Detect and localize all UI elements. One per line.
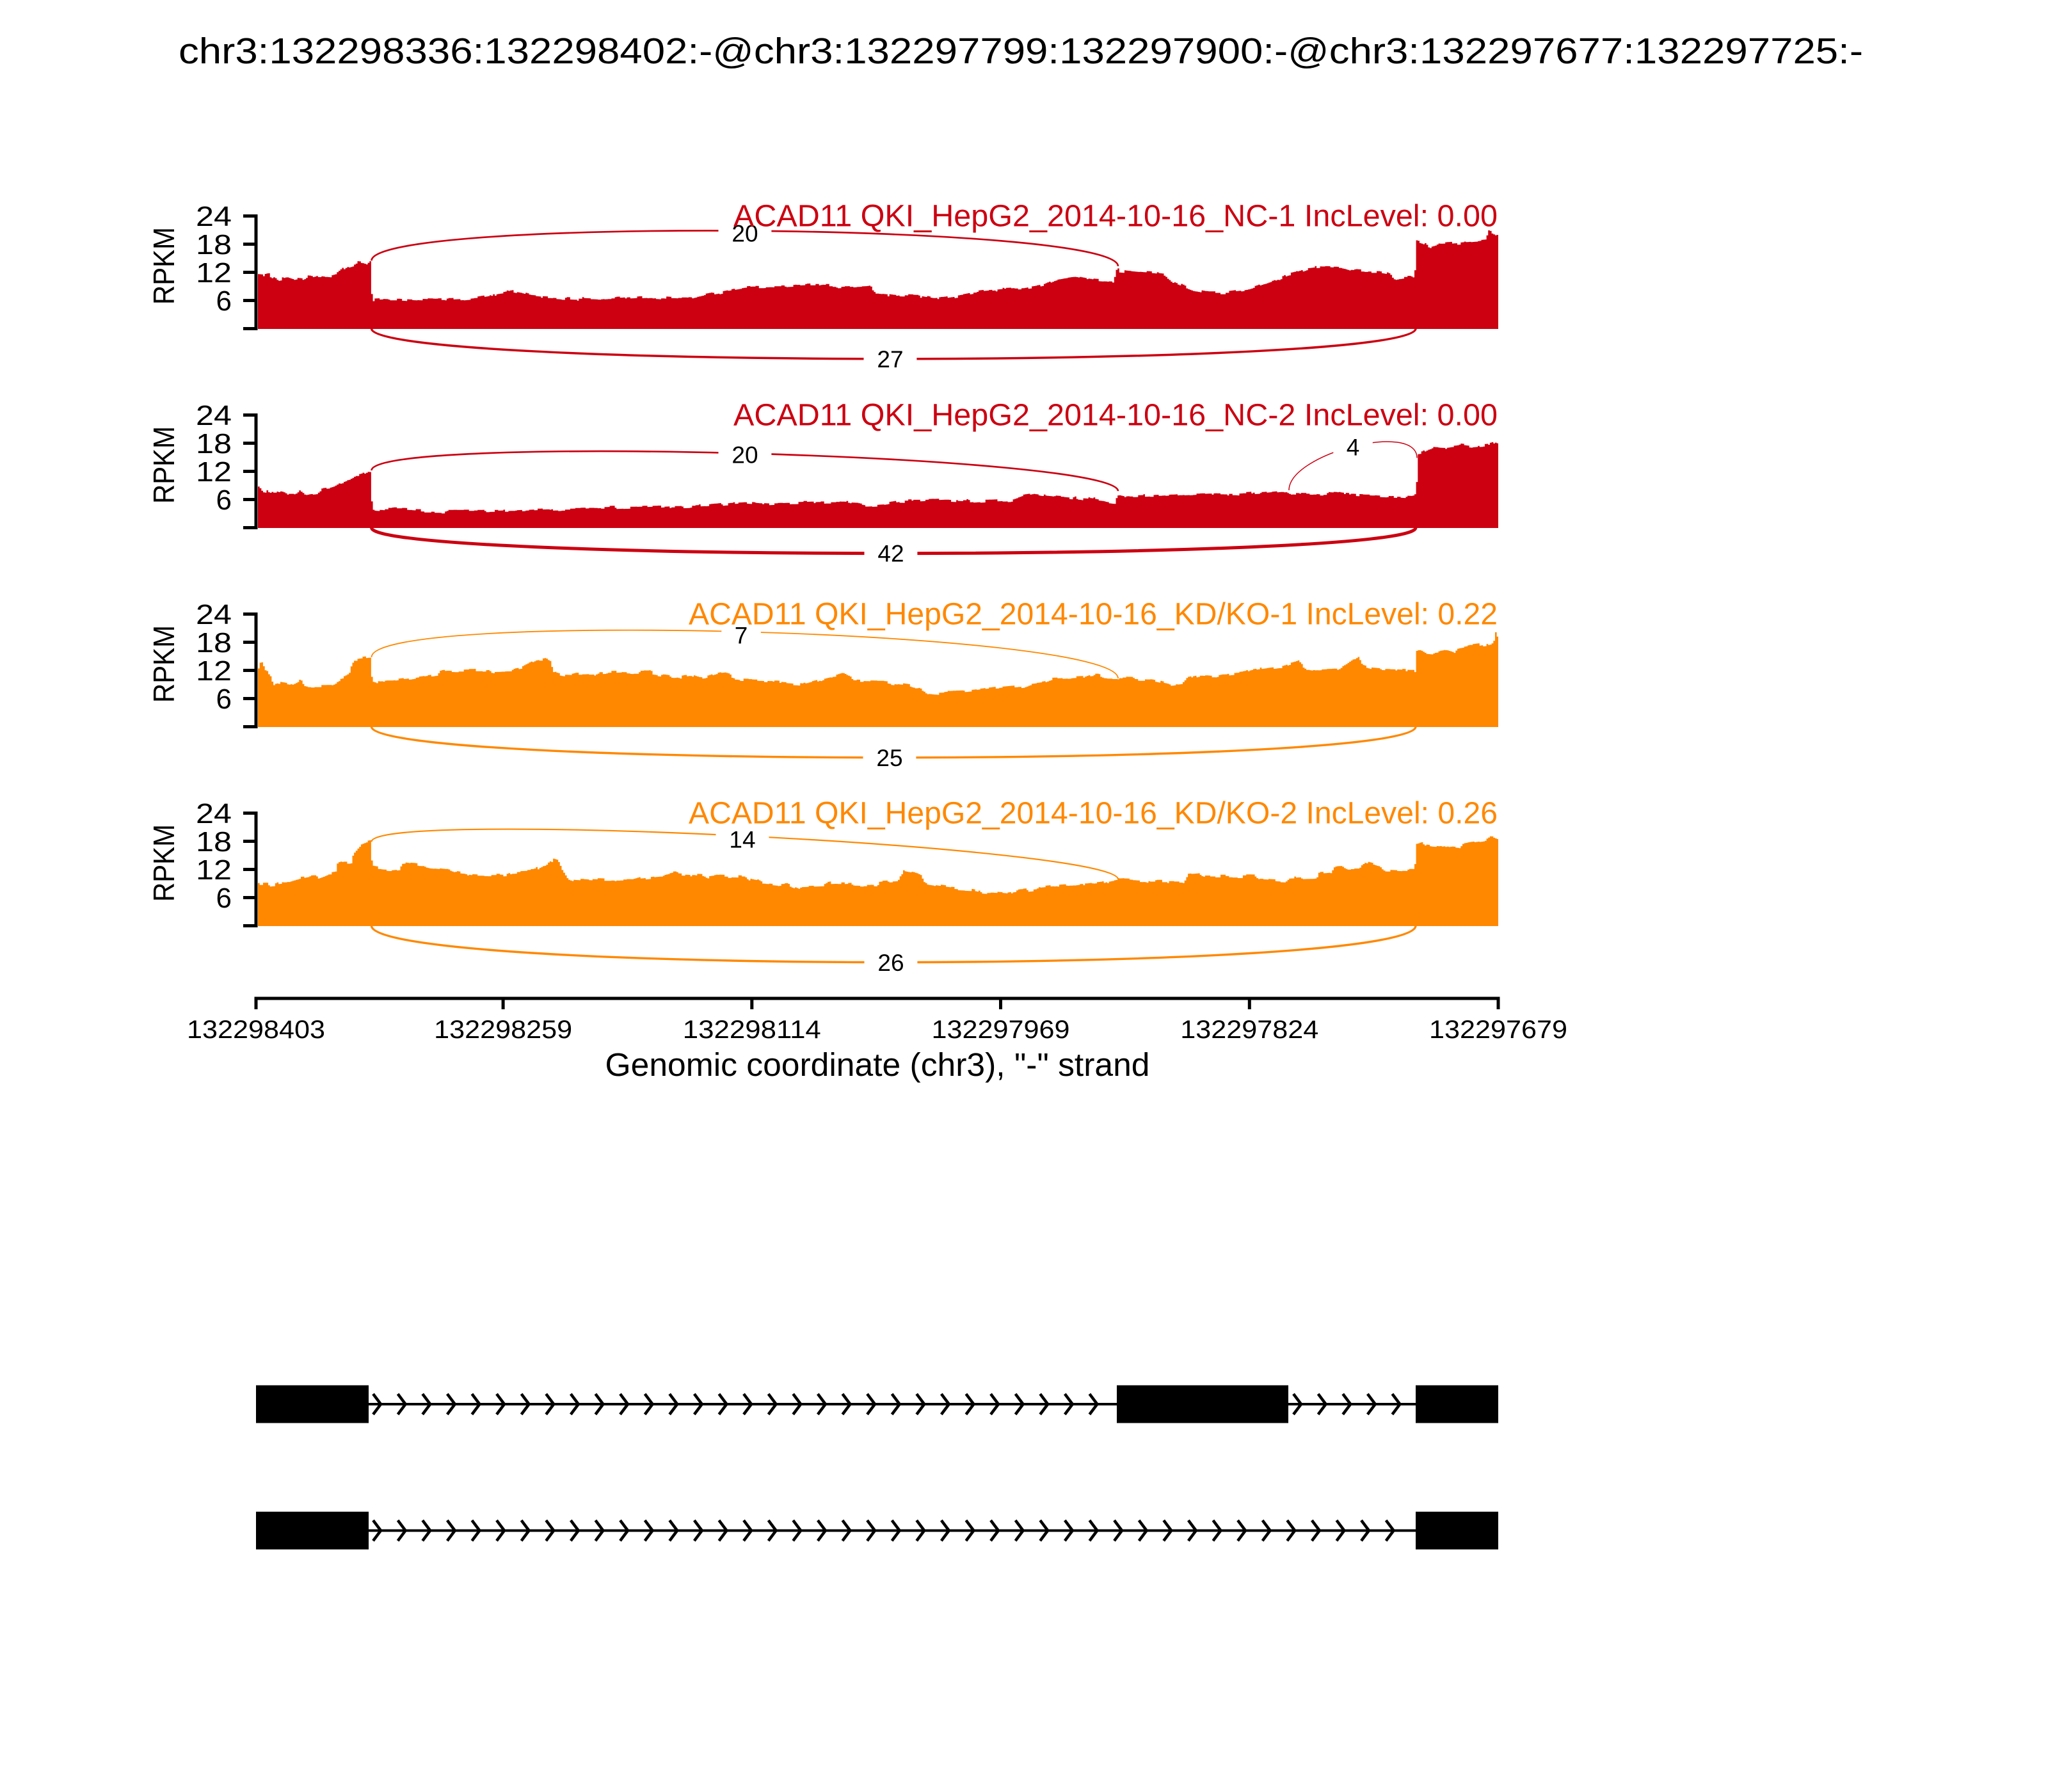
svg-text:6: 6 — [216, 285, 232, 317]
svg-text:132297969: 132297969 — [932, 1016, 1070, 1044]
svg-text:6: 6 — [216, 684, 232, 715]
svg-text:20: 20 — [732, 442, 758, 468]
svg-text:18: 18 — [196, 627, 232, 659]
svg-text:12: 12 — [196, 456, 232, 488]
svg-text:4: 4 — [1347, 434, 1360, 460]
svg-text:RPKM: RPKM — [147, 227, 180, 305]
svg-text:132298403: 132298403 — [187, 1016, 325, 1044]
svg-text:25: 25 — [876, 745, 902, 771]
svg-text:6: 6 — [216, 883, 232, 914]
svg-text:132298114: 132298114 — [683, 1016, 821, 1044]
svg-text:24: 24 — [196, 400, 232, 431]
svg-text:12: 12 — [196, 655, 232, 687]
svg-text:12: 12 — [196, 854, 232, 886]
svg-text:14: 14 — [729, 826, 755, 852]
svg-text:RPKM: RPKM — [147, 625, 180, 703]
svg-text:18: 18 — [196, 826, 232, 858]
svg-text:6: 6 — [216, 484, 232, 516]
svg-text:Genomic coordinate (chr3), "-": Genomic coordinate (chr3), "-" strand — [605, 1046, 1150, 1083]
svg-text:24: 24 — [196, 798, 232, 829]
svg-text:132297679: 132297679 — [1429, 1016, 1567, 1044]
svg-text:18: 18 — [196, 428, 232, 460]
svg-text:20: 20 — [732, 220, 758, 246]
svg-text:7: 7 — [735, 622, 748, 648]
svg-text:ACAD11 QKI_HepG2_2014-10-16_NC: ACAD11 QKI_HepG2_2014-10-16_NC-1 IncLeve… — [733, 200, 1498, 234]
svg-text:24: 24 — [196, 201, 232, 232]
svg-text:ACAD11 QKI_HepG2_2014-10-16_NC: ACAD11 QKI_HepG2_2014-10-16_NC-2 IncLeve… — [733, 399, 1498, 433]
svg-text:132298259: 132298259 — [434, 1016, 572, 1044]
svg-text:RPKM: RPKM — [147, 824, 180, 902]
svg-text:18: 18 — [196, 229, 232, 260]
svg-text:ACAD11 QKI_HepG2_2014-10-16_KD: ACAD11 QKI_HepG2_2014-10-16_KD/KO-1 IncL… — [689, 598, 1498, 632]
svg-text:24: 24 — [196, 599, 232, 630]
svg-text:RPKM: RPKM — [147, 426, 180, 504]
svg-text:ACAD11 QKI_HepG2_2014-10-16_KD: ACAD11 QKI_HepG2_2014-10-16_KD/KO-2 IncL… — [689, 797, 1498, 831]
svg-text:26: 26 — [877, 950, 904, 976]
svg-text:12: 12 — [196, 257, 232, 289]
svg-text:132297824: 132297824 — [1180, 1016, 1318, 1044]
svg-text:chr3:132298336:132298402:-@chr: chr3:132298336:132298402:-@chr3:13229779… — [179, 31, 1863, 72]
svg-text:42: 42 — [877, 540, 904, 566]
svg-text:27: 27 — [877, 346, 903, 372]
